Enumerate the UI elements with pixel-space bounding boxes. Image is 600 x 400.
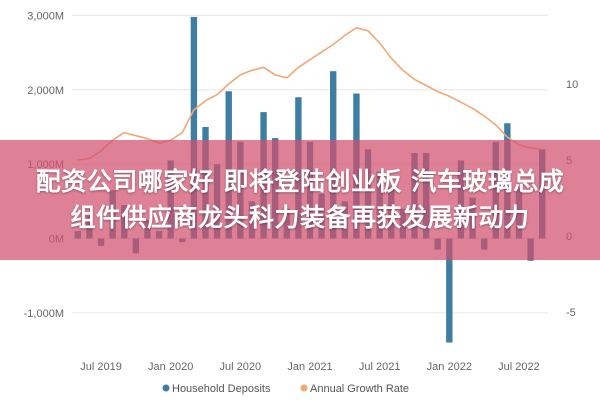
left-tick-label: -1,000M: [24, 308, 64, 320]
x-axis-ticks: Jul 2019 Jan 2020 Jul 2020 Jan 2021 Jul 2021…: [80, 361, 540, 373]
x-tick-label: Jan 2021: [287, 361, 332, 373]
x-tick-label: Jan 2022: [427, 361, 472, 373]
bar: [190, 16, 198, 239]
x-tick-label: Jul 2021: [359, 361, 401, 373]
legend-marker-annual-growth-rate: [300, 384, 308, 392]
left-tick-label: 2,000M: [27, 85, 64, 97]
legend: Household Deposits Annual Growth Rate: [162, 383, 409, 395]
legend-marker-household-deposits: [162, 384, 170, 392]
headline-banner: 配资公司哪家好 即将登陆创业板 汽车玻璃总成 组件供应商龙头科力装备再获发展新动…: [0, 140, 600, 260]
left-tick-label: 3,000M: [27, 10, 64, 22]
headline-line-1: 配资公司哪家好 即将登陆创业板 汽车玻璃总成: [35, 167, 565, 196]
headline-line-2: 组件供应商龙头科力装备再获发展新动力: [70, 203, 530, 232]
legend-label-annual-growth-rate: Annual Growth Rate: [310, 383, 409, 395]
x-tick-label: Jul 2020: [220, 361, 262, 373]
legend-label-household-deposits: Household Deposits: [172, 383, 271, 395]
right-tick-label: 10: [566, 79, 578, 91]
bar: [446, 238, 453, 343]
x-tick-label: Jan 2020: [148, 361, 193, 373]
x-tick-label: Jul 2019: [80, 361, 122, 373]
right-tick-label: -5: [566, 307, 576, 319]
x-tick-label: Jul 2022: [498, 361, 540, 373]
